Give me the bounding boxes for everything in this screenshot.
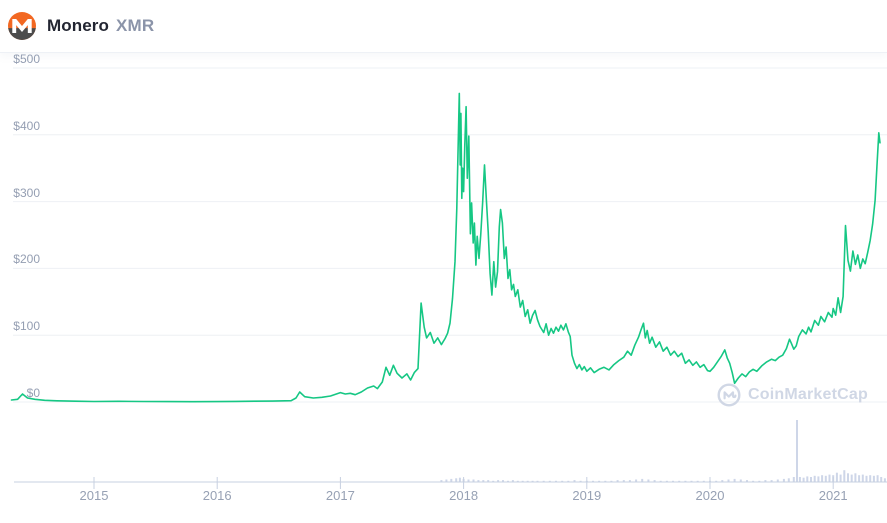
volume-bar [610,480,613,482]
volume-bar [482,480,485,482]
volume-bar [678,480,681,482]
volume-bar [511,480,514,482]
volume-bar [497,480,500,482]
volume-bar [647,479,650,482]
volume-bar [477,480,480,482]
volume-bar [796,420,798,482]
volume-bar [861,474,864,482]
volume-bar [792,477,795,482]
volume-bar [876,475,879,482]
volume-bar [604,480,607,482]
volume-bar [579,480,582,482]
volume-bar [672,480,674,482]
volume-bar [536,480,539,482]
volume-bar [824,475,827,482]
volume-bar [854,473,857,482]
volume-bar [467,479,470,482]
volume-bar [770,480,773,482]
volume-bar [592,480,594,482]
volume-bar [440,480,443,482]
volume-bar [798,477,801,482]
price-line [10,92,881,403]
volume-bar [733,478,736,482]
volume-bar [507,480,509,482]
volume-bar [635,479,638,482]
volume-bar [555,480,557,482]
volume-bar [653,480,656,482]
volume-bar [516,480,519,482]
volume-bar [531,480,534,482]
volume-bar [813,475,816,482]
volume-bar [843,470,846,482]
volume-bar [641,478,644,482]
coin-name: Monero [47,16,109,35]
volume-bar [684,480,687,482]
volume-bar [696,480,699,482]
volume-bar [776,479,779,482]
volume-bar [502,480,504,482]
volume-bar [806,476,809,482]
volume-bar [764,480,767,482]
volume-bar [835,472,838,482]
volume-bar [458,477,461,482]
volume-bar [865,475,868,482]
volume-bar [450,478,453,482]
volume-bar [883,478,886,482]
volume-bar [746,480,748,482]
volume-bar [665,480,668,482]
volume-bar [521,480,524,482]
volume-bar [839,474,842,482]
volume-bar [542,480,545,482]
volume-bar [715,480,718,482]
volume-bar [721,480,724,482]
coin-symbol: XMR [115,16,155,35]
volume-bar [752,480,755,482]
volume-bar [702,480,705,482]
volume-bar [455,478,458,482]
volume-bar [573,480,576,482]
volume-bar [492,480,495,482]
volume-bar [561,480,564,482]
volume-bar [817,476,820,482]
volume-bar [847,473,849,482]
volume-bar [548,480,551,482]
volume-bar [598,480,601,482]
volume-bar [850,474,853,482]
volume-bar [472,479,475,482]
volume-bar [690,480,693,482]
volume-bar [821,475,824,482]
monero-logo-icon [8,12,36,40]
volume-bar [616,480,619,482]
volume-bar [487,480,490,482]
volume-bar [526,480,529,482]
volume-bar [739,479,742,482]
volume-bar [872,475,875,482]
volume-bar [445,479,448,482]
volume-bar [828,474,831,482]
volume-bar [802,477,805,482]
volume-bar [628,480,631,482]
volume-bar [880,477,883,482]
volume-bar [622,480,625,482]
volume-bar [858,475,861,482]
volume-bar [758,480,761,482]
volume-bar [567,480,570,482]
volume-bar [787,478,790,482]
volume-bar [869,475,872,482]
chart-header: Monero XMR [0,0,887,53]
page-title: Monero XMR [47,16,154,36]
volume-bar [659,480,662,482]
volume-bar [727,479,730,482]
volume-bar [810,477,812,482]
volume-bar [782,478,785,482]
